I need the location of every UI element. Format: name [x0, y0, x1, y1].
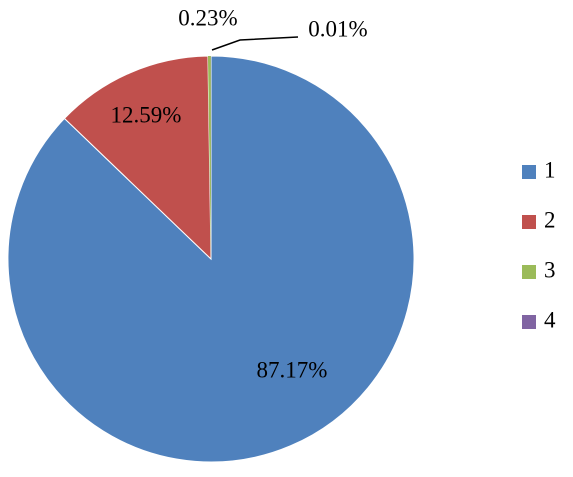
- leader-line: [211, 36, 299, 51]
- legend-swatch: [522, 315, 536, 329]
- pie-slice: [63, 55, 212, 261]
- data-label: 0.23%: [178, 5, 237, 30]
- data-label: 12.59%: [111, 102, 182, 127]
- data-label: 87.17%: [257, 357, 328, 382]
- legend-swatch: [522, 165, 536, 179]
- legend-label: 1: [544, 157, 556, 182]
- legend-swatch: [522, 265, 536, 279]
- pie-slice: [207, 56, 211, 259]
- legend-swatch: [522, 215, 536, 229]
- legend-label: 3: [544, 257, 556, 282]
- legend-label: 4: [544, 307, 556, 332]
- data-label: 0.01%: [308, 16, 367, 41]
- legend-label: 2: [544, 207, 556, 232]
